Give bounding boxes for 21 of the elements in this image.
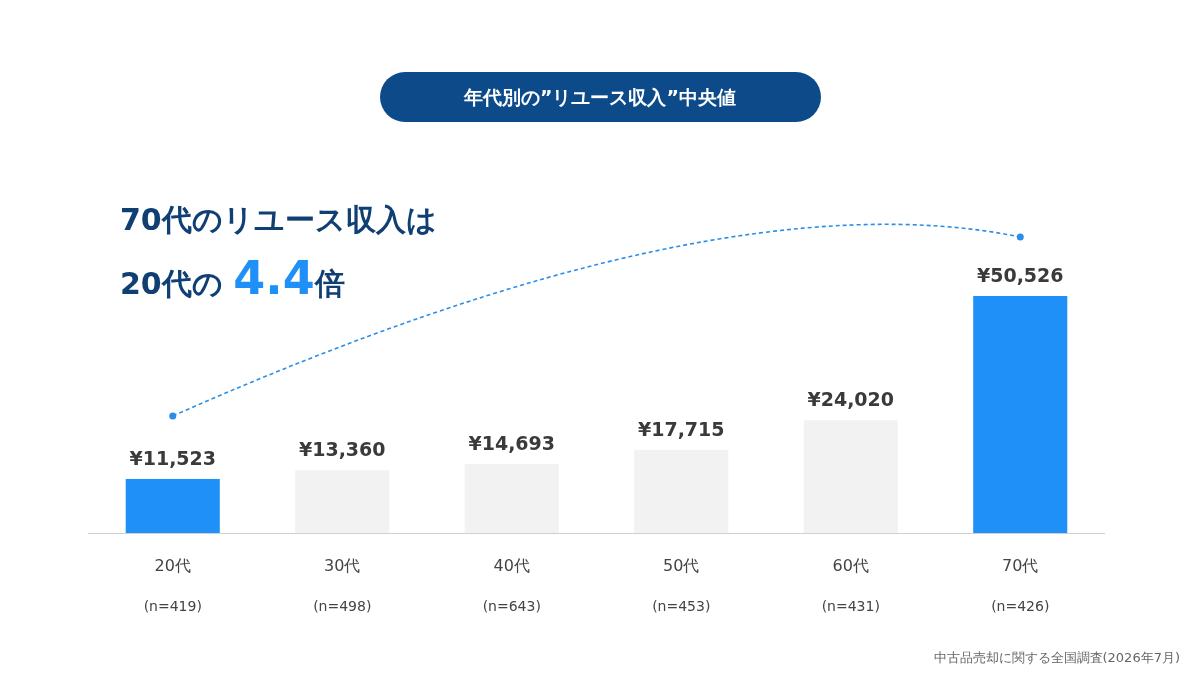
- category-label: 60代 (n=431): [821, 556, 880, 614]
- data-label: ¥17,715: [637, 417, 725, 440]
- bar: [295, 470, 390, 533]
- category-label: 40代 (n=643): [482, 556, 541, 614]
- category-label: 30代 (n=498): [313, 556, 372, 614]
- chart-subtitle: 70代のリユース収入は 20代の 4.4倍: [120, 202, 437, 305]
- bar: [973, 296, 1068, 533]
- data-label: ¥50,526: [976, 264, 1064, 286]
- data-label: ¥24,020: [807, 388, 895, 411]
- data-label: ¥11,523: [129, 446, 217, 469]
- bar: [634, 449, 729, 533]
- data-label: ¥13,360: [298, 438, 386, 461]
- bar: [125, 478, 220, 533]
- chart-title: 年代別の”リユース収入”中央値: [463, 86, 736, 108]
- category-label: 20代 (n=419): [143, 556, 202, 614]
- category-label: 70代 (n=426): [991, 556, 1050, 614]
- text: 中古品売却に関する全国調査(2026年7月): [933, 650, 1180, 665]
- data-label: ¥14,693: [468, 432, 556, 455]
- bar: [803, 420, 898, 533]
- bar: [464, 464, 559, 533]
- category-label: 50代 (n=453): [652, 556, 711, 614]
